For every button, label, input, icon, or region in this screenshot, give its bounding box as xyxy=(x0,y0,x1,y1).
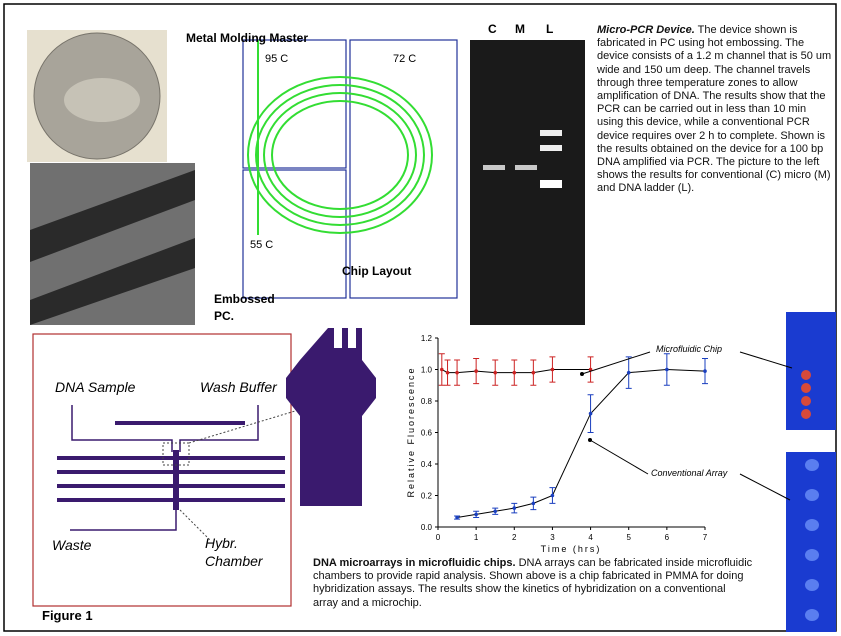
zone-label: 95 C xyxy=(265,53,288,65)
channel-loop xyxy=(272,101,408,209)
annotation-arrow xyxy=(590,440,648,474)
point xyxy=(589,412,593,416)
label: Chamber xyxy=(205,553,264,569)
label: Hybr. xyxy=(205,535,238,551)
pcr-caption: Micro-PCR Device. The device shown is fa… xyxy=(597,24,833,196)
point xyxy=(512,371,516,375)
point xyxy=(551,368,555,372)
spot xyxy=(805,489,819,501)
point xyxy=(532,371,536,375)
point xyxy=(455,371,459,375)
label: Wash Buffer xyxy=(200,379,278,395)
spot xyxy=(805,459,819,471)
spot xyxy=(801,370,811,380)
point xyxy=(474,369,478,373)
lane-label: M xyxy=(515,22,525,36)
photo-master-detail xyxy=(64,78,140,122)
x-tick-label: 2 xyxy=(512,533,517,542)
y-tick-label: 1.2 xyxy=(421,334,433,343)
spot xyxy=(801,383,811,393)
x-tick-label: 1 xyxy=(474,533,479,542)
fluid-line xyxy=(70,510,176,530)
fluid-line xyxy=(180,405,258,452)
arrow-head xyxy=(588,438,592,442)
photo-gel xyxy=(470,40,585,325)
caption-body: The device shown is fabricated in PC usi… xyxy=(597,24,831,194)
point xyxy=(551,494,555,498)
label: Metal Molding Master xyxy=(186,31,308,45)
photo-conventional-array xyxy=(786,452,836,632)
series-line xyxy=(442,370,591,373)
gel-band xyxy=(540,130,562,136)
channel-loop xyxy=(256,85,424,225)
gel-band xyxy=(515,165,537,170)
point xyxy=(493,371,497,375)
channels xyxy=(57,423,285,510)
zone-box xyxy=(350,40,457,298)
label: Waste xyxy=(52,537,92,553)
zone-label: 72 C xyxy=(393,53,416,65)
annotation: Microfluidic Chip xyxy=(656,344,722,354)
label: Embossed xyxy=(214,292,275,306)
gel-band xyxy=(540,145,562,151)
point xyxy=(665,368,669,372)
caption-lead: Micro-PCR Device. xyxy=(597,24,695,36)
annotation-arrow xyxy=(740,474,790,500)
point xyxy=(455,516,459,520)
lane-label: C xyxy=(488,22,497,36)
chamber-zoom xyxy=(286,328,376,506)
series-line xyxy=(457,370,705,518)
x-tick-label: 6 xyxy=(665,533,670,542)
point xyxy=(512,506,516,510)
figure-label: Figure 1 xyxy=(42,608,93,623)
chart: Time (hrs) Relative Fluorescence 0.0 0.2 0… xyxy=(406,334,792,554)
label: DNA Sample xyxy=(55,379,136,395)
annotation-arrow xyxy=(740,352,792,368)
photo-chip-array xyxy=(786,312,836,430)
y-tick-label: 0.4 xyxy=(421,460,433,469)
fluid-line xyxy=(72,405,172,452)
channel-loop xyxy=(264,93,416,217)
spot xyxy=(801,409,811,419)
label: Chip Layout xyxy=(342,264,411,278)
x-tick-label: 7 xyxy=(703,533,708,542)
x-tick-label: 0 xyxy=(436,533,441,542)
y-tick-label: 0.6 xyxy=(421,429,433,438)
page: Metal Molding Master Chip Layout Embosse… xyxy=(0,0,841,636)
spot xyxy=(805,579,819,591)
point xyxy=(440,368,444,372)
y-tick-label: 1.0 xyxy=(421,366,433,375)
spot xyxy=(805,549,819,561)
gel-band xyxy=(540,180,562,188)
label: PC. xyxy=(214,309,234,323)
point xyxy=(446,371,450,375)
spot xyxy=(805,609,819,621)
gel-band xyxy=(483,165,505,170)
arrow-head xyxy=(580,372,584,376)
point xyxy=(532,502,536,506)
y-axis-title: Relative Fluorescence xyxy=(406,366,416,497)
point xyxy=(474,513,478,517)
point xyxy=(627,371,631,375)
channel xyxy=(248,40,432,235)
annotation: Conventional Array xyxy=(651,468,728,478)
array-caption: DNA microarrays in microfluidic chips. D… xyxy=(313,557,753,610)
lane-label: L xyxy=(546,22,553,36)
x-axis-title: Time (hrs) xyxy=(541,544,602,554)
spot xyxy=(805,519,819,531)
x-tick-label: 3 xyxy=(550,533,555,542)
annotation-arrow xyxy=(582,352,650,374)
spot xyxy=(801,396,811,406)
caption-lead: DNA microarrays in microfluidic chips. xyxy=(313,557,516,569)
x-tick-label: 5 xyxy=(626,533,631,542)
y-tick-label: 0.2 xyxy=(421,492,433,501)
y-tick-label: 0.0 xyxy=(421,523,433,532)
x-tick-label: 4 xyxy=(588,533,593,542)
point xyxy=(703,369,707,373)
y-tick-label: 0.8 xyxy=(421,397,433,406)
point xyxy=(493,509,497,513)
zone-label: 55 C xyxy=(250,239,273,251)
